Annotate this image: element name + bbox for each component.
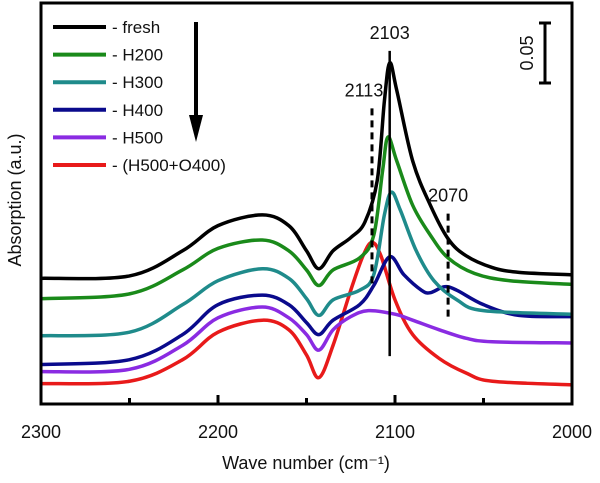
x-tick-label: 2000 <box>552 422 592 442</box>
legend-label: - (H500+O400) <box>112 156 226 175</box>
annotation-label-2113: 2113 <box>345 80 384 100</box>
series-line-h500-o400 <box>40 240 573 387</box>
series-line-h300 <box>40 190 573 338</box>
annotation-label-2103: 2103 <box>370 23 410 43</box>
legend-label: - H500 <box>112 128 163 147</box>
y-axis-label: Absorption (a.u.) <box>5 133 25 266</box>
axes: 2300 2200 2100 2000 <box>21 1 592 442</box>
peak-annotations: 2103 2113 2070 <box>345 23 468 357</box>
x-tick-label: 2100 <box>375 422 415 442</box>
series-line-h200 <box>40 135 573 301</box>
scale-bar: 0.05 <box>517 21 551 85</box>
x-tick-label: 2300 <box>21 422 61 442</box>
legend-arrow <box>189 22 203 142</box>
legend-label: - H300 <box>112 73 163 92</box>
legend: - fresh - H200 - H300 - H400 - H500 - (H500+O… <box>53 18 226 175</box>
series-line-h500 <box>40 305 573 374</box>
legend-label: - fresh <box>112 18 160 37</box>
scale-bar-label: 0.05 <box>517 35 537 70</box>
annotation-label-2070: 2070 <box>428 186 468 206</box>
arrow-head-icon <box>189 115 203 142</box>
series-line-h400 <box>40 255 573 367</box>
x-axis-label: Wave number (cm⁻¹) <box>222 453 390 473</box>
x-tick-label: 2200 <box>198 422 238 442</box>
legend-label: - H400 <box>112 101 163 120</box>
legend-label: - H200 <box>112 46 163 65</box>
